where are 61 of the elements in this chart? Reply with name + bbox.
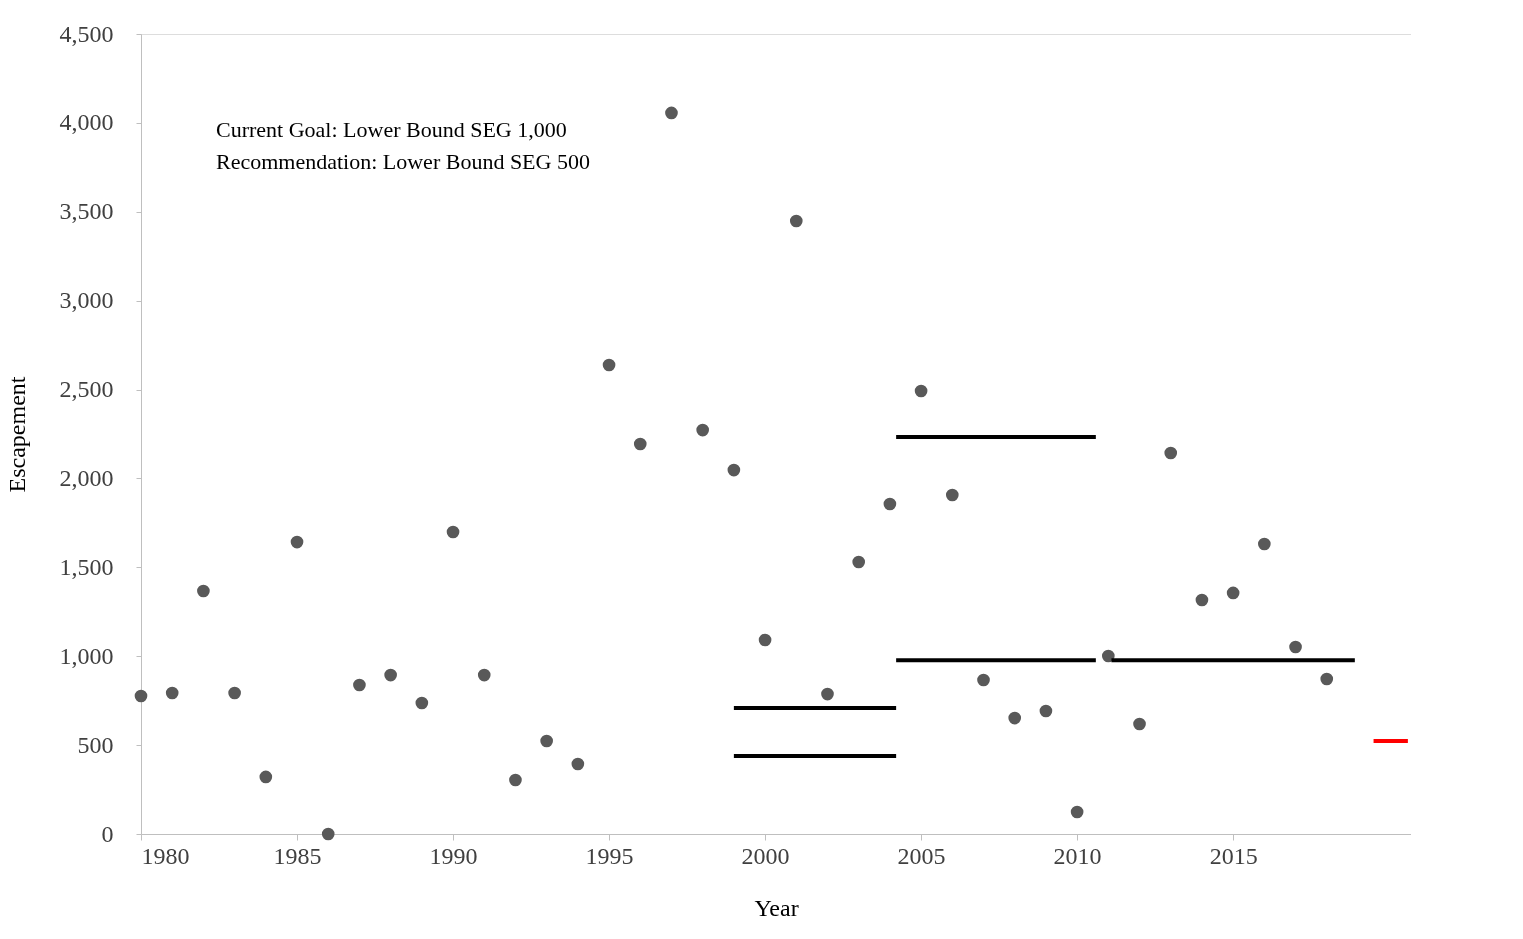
point xyxy=(1226,586,1240,600)
point xyxy=(228,686,241,700)
point xyxy=(852,555,866,569)
point xyxy=(821,687,834,701)
point xyxy=(1008,711,1022,725)
point xyxy=(321,827,335,841)
point xyxy=(165,686,179,700)
x-tick-label: 1995 xyxy=(585,842,634,869)
point xyxy=(1133,717,1146,731)
point xyxy=(1102,649,1115,663)
point xyxy=(727,463,741,477)
y-tick-label: 4,500 xyxy=(59,20,114,47)
point xyxy=(696,423,709,437)
x-tick-label: 2015 xyxy=(1209,842,1258,869)
point xyxy=(758,633,772,647)
y-tick-label: 3,500 xyxy=(59,198,114,225)
y-tick-label: 0 xyxy=(101,820,114,847)
annotation: Current Goal: Lower Bound SEG 1,000 xyxy=(216,117,567,142)
x-tick-label: 2010 xyxy=(1053,842,1102,869)
point xyxy=(665,106,678,120)
point xyxy=(197,584,210,598)
point xyxy=(259,770,273,784)
x-axis-title: Year xyxy=(754,894,799,921)
point xyxy=(1320,672,1334,686)
point xyxy=(633,437,647,451)
y-axis-title: Escapement xyxy=(3,376,30,493)
point xyxy=(353,678,366,692)
x-tick-label: 1990 xyxy=(429,842,478,869)
point xyxy=(446,525,460,539)
y-tick-label: 4,000 xyxy=(59,109,114,136)
point xyxy=(477,668,491,682)
x-tick-label: 1985 xyxy=(273,842,322,869)
point xyxy=(509,773,522,787)
point xyxy=(914,384,928,398)
point xyxy=(290,535,304,549)
x-tick-label: 1980 xyxy=(141,842,190,869)
point xyxy=(977,673,990,687)
x-tick-label: 2005 xyxy=(897,842,946,869)
point xyxy=(602,358,616,372)
y-tick-label: 3,000 xyxy=(59,287,114,314)
point xyxy=(134,689,148,703)
annotation: Recommendation: Lower Bound SEG 500 xyxy=(216,149,590,174)
point xyxy=(384,668,397,682)
point xyxy=(571,757,585,771)
y-tick-label: 2,500 xyxy=(59,376,114,403)
point xyxy=(1289,640,1302,654)
point xyxy=(945,488,959,502)
y-tick-label: 1,000 xyxy=(59,642,114,669)
point xyxy=(1258,537,1271,551)
point xyxy=(789,214,803,228)
point xyxy=(1039,704,1053,718)
point xyxy=(883,497,897,511)
y-tick-label: 1,500 xyxy=(59,553,114,580)
point xyxy=(1195,593,1209,607)
point xyxy=(540,734,553,748)
y-tick-label: 500 xyxy=(77,731,114,758)
point xyxy=(1070,805,1084,819)
x-tick-label: 2000 xyxy=(741,842,790,869)
point xyxy=(1164,446,1178,460)
y-tick-label: 2,000 xyxy=(59,464,114,491)
point xyxy=(415,696,429,710)
